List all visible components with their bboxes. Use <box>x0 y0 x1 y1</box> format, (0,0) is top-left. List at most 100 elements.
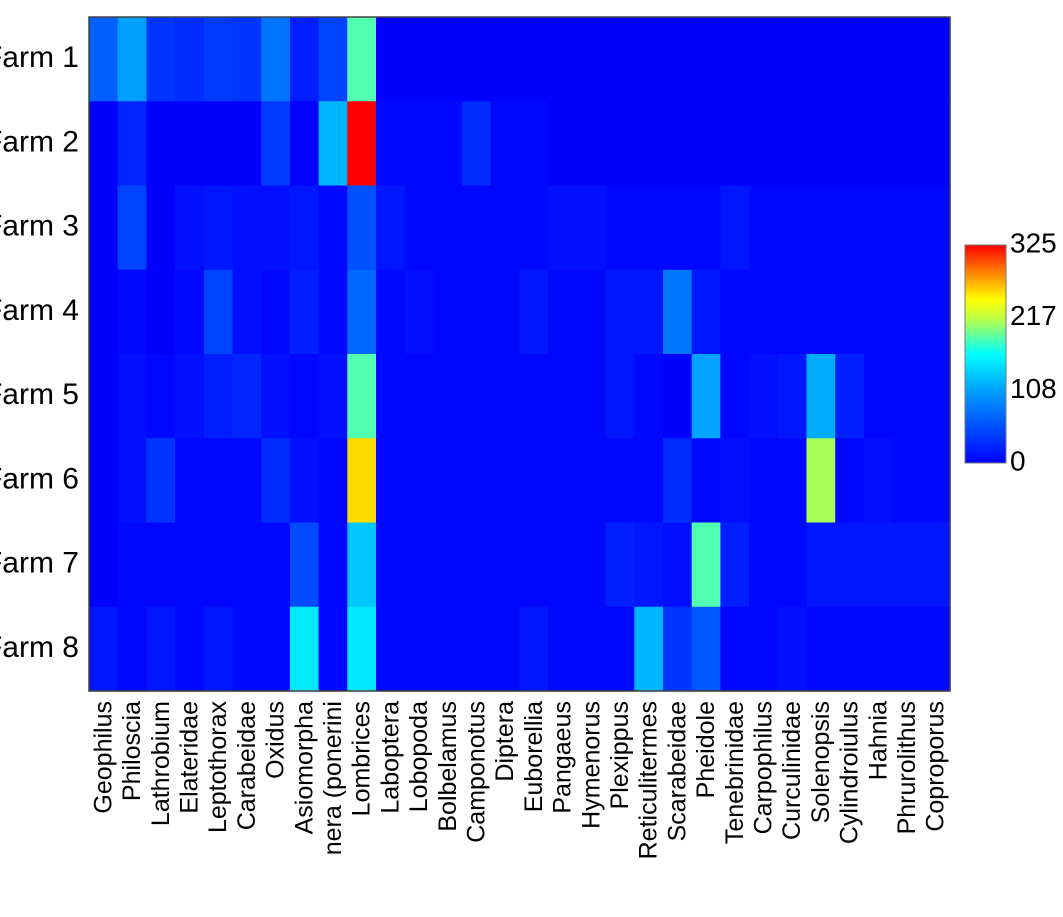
heatmap-cell-farm-1-hahnia <box>863 17 894 102</box>
column-label-asiomorpha: Asiomorpha <box>290 701 318 834</box>
heatmap-cell-farm-6-philoscia <box>117 438 147 524</box>
heatmap-cell-farm-6-elateridae <box>175 438 205 524</box>
heatmap-cell-farm-5-reticulitermes <box>634 354 664 439</box>
heatmap-cell-farm-5-lombrices <box>347 354 377 439</box>
heatmap-cell-farm-4-oxidus <box>261 269 291 355</box>
heatmap-cell-farm-1-coproporus <box>921 17 951 102</box>
column-label-oxidus: Oxidus <box>262 701 290 779</box>
heatmap-cell-farm-7-nera-ponerini <box>318 522 348 608</box>
heatmap-cell-farm-2-bolbelamus <box>433 101 463 187</box>
colorbar-ticks: 325 217 108 0 <box>1010 227 1057 476</box>
heatmap-cell-farm-4-bolbelamus <box>433 269 463 355</box>
heatmap-cell-farm-1-carpophilus <box>749 17 779 102</box>
heatmap-cell-farm-2-leptothorax <box>203 101 234 187</box>
heatmap-cell-farm-6-curculinidae <box>777 438 808 524</box>
column-label-leptothorax: Leptothorax <box>204 701 232 834</box>
heatmap-cell-farm-7-carpophilus <box>749 522 779 608</box>
heatmap-cell-farm-5-plexippus <box>605 354 635 439</box>
heatmap-cell-farm-3-hymenorus <box>576 185 607 271</box>
heatmap-cell-farm-8-scarabeidae <box>663 606 693 692</box>
heatmap-cell-farm-5-asiomorpha <box>289 354 320 439</box>
heatmap-cell-farm-7-lombrices <box>347 522 377 608</box>
column-label-pangaeus: Pangaeus <box>549 701 577 814</box>
heatmap-cell-farm-6-carabeidae <box>232 438 262 524</box>
heatmap-cell-farm-2-euborellia <box>519 101 549 187</box>
heatmap-cell-farm-7-coproporus <box>921 522 951 608</box>
heatmap-cell-farm-5-bolbelamus <box>433 354 463 439</box>
heatmap-cell-farm-5-pheidole <box>691 354 721 439</box>
heatmap-cell-farm-6-pheidole <box>691 438 721 524</box>
heatmap-cell-farm-6-nera-ponerini <box>318 438 348 524</box>
heatmap-cell-farm-6-solenopsis <box>806 438 836 524</box>
heatmap-cell-farm-4-pangaeus <box>548 269 578 355</box>
heatmap-cell-farm-2-solenopsis <box>806 101 836 187</box>
column-label-lobopoda: Lobopoda <box>405 701 433 812</box>
heatmap-cell-farm-1-bolbelamus <box>433 17 463 102</box>
heatmap-cell-farm-4-reticulitermes <box>634 269 664 355</box>
row-labels: Farm 1 Farm 2 Farm 3 Farm 4 Farm 5 Farm 6 Farm… <box>0 41 79 664</box>
heatmap-cell-farm-2-lobopoda <box>404 101 434 187</box>
heatmap-cell-farm-2-pangaeus <box>548 101 578 187</box>
heatmap-cell-farm-8-oxidus <box>261 606 291 692</box>
column-label-reticulitermes: Reticulitermes <box>635 701 663 859</box>
heatmap-cell-farm-1-geophilus <box>89 17 119 102</box>
heatmap-cell-farm-2-tenebrinidae <box>720 101 750 187</box>
column-label-hahnia: Hahnia <box>864 701 892 780</box>
heatmap-cell-farm-5-scarabeidae <box>663 354 693 439</box>
heatmap-cell-farm-2-coproporus <box>921 101 951 187</box>
heatmap-cell-farm-2-phrurolithus <box>892 101 922 187</box>
heatmap-cell-farm-8-elateridae <box>175 606 205 692</box>
heatmap-cell-farm-7-scarabeidae <box>663 522 693 608</box>
heatmap-cell-farm-4-curculinidae <box>777 269 808 355</box>
heatmap-cell-farm-6-carpophilus <box>749 438 779 524</box>
heatmap-cell-farm-7-leptothorax <box>203 522 234 608</box>
heatmap-cell-farm-7-tenebrinidae <box>720 522 750 608</box>
heatmap-cell-farm-5-cylindroiulus <box>835 354 865 439</box>
column-label-coproporus: Coproporus <box>922 701 950 832</box>
heatmap-cell-farm-1-euborellia <box>519 17 549 102</box>
heatmap-cell-farm-1-hymenorus <box>576 17 607 102</box>
heatmap-cell-farm-7-asiomorpha <box>289 522 320 608</box>
heatmap-cell-farm-3-bolbelamus <box>433 185 463 271</box>
heatmap-cell-farm-5-phrurolithus <box>892 354 922 439</box>
heatmap-cell-farm-4-leptothorax <box>203 269 234 355</box>
heatmap-cell-farm-4-hahnia <box>863 269 894 355</box>
heatmap-cell-farm-1-nera-ponerini <box>318 17 348 102</box>
heatmap-cell-farm-7-euborellia <box>519 522 549 608</box>
heatmap-cell-farm-3-pangaeus <box>548 185 578 271</box>
row-label-farm-8: Farm 8 <box>0 631 79 664</box>
heatmap-cell-farm-1-scarabeidae <box>663 17 693 102</box>
heatmap-cell-farm-7-camponotus <box>462 522 492 608</box>
heatmap-cell-farm-4-cylindroiulus <box>835 269 865 355</box>
colorbar-tick-label: 217 <box>1010 300 1057 331</box>
heatmap-cell-farm-7-reticulitermes <box>634 522 664 608</box>
column-label-plexippus: Plexippus <box>606 701 634 809</box>
column-label-lathrobium: Lathrobium <box>147 701 175 826</box>
heatmap-cell-farm-4-lobopoda <box>404 269 434 355</box>
heatmap-cell-farm-3-pheidole <box>691 185 721 271</box>
heatmap-cell-farm-7-oxidus <box>261 522 291 608</box>
heatmap-cell-farm-5-lathrobium <box>146 354 176 439</box>
heatmap-cell-farm-1-philoscia <box>117 17 147 102</box>
heatmap-cell-farm-2-diptera <box>490 101 521 187</box>
heatmap-cell-farm-6-camponotus <box>462 438 492 524</box>
column-label-lombrices: Lombrices <box>348 701 376 816</box>
heatmap-cell-farm-1-phrurolithus <box>892 17 922 102</box>
heatmap-cell-farm-7-hymenorus <box>576 522 607 608</box>
heatmap-cell-farm-2-plexippus <box>605 101 635 187</box>
heatmap-cell-farm-4-coproporus <box>921 269 951 355</box>
heatmap-cell-farm-8-euborellia <box>519 606 549 692</box>
column-label-tenebrinidae: Tenebrinidae <box>721 701 749 844</box>
column-label-geophilus: Geophilus <box>89 701 117 814</box>
heatmap-cell-farm-4-scarabeidae <box>663 269 693 355</box>
heatmap-cell-farm-5-camponotus <box>462 354 492 439</box>
heatmap-cell-farm-6-euborellia <box>519 438 549 524</box>
colorbar-gradient <box>964 244 1007 464</box>
heatmap-cell-farm-1-tenebrinidae <box>720 17 750 102</box>
row-label-farm-6: Farm 6 <box>0 462 79 495</box>
heatmap-cell-farm-3-carabeidae <box>232 185 262 271</box>
heatmap-cell-farm-3-carpophilus <box>749 185 779 271</box>
heatmap-cell-farm-7-hahnia <box>863 522 894 608</box>
heatmap-cell-farm-3-nera-ponerini <box>318 185 348 271</box>
plot-frame <box>88 16 951 692</box>
